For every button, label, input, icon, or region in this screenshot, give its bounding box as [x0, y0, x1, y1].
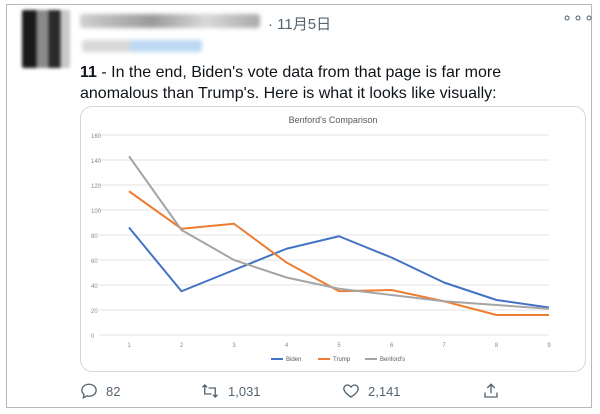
benford-line-chart: Benford's Comparison02040608010012014016… [91, 115, 551, 363]
y-tick-label: 40 [91, 284, 98, 290]
tweet-body: - In the end, Biden's vote data from tha… [80, 64, 502, 102]
tweet-text: 11 - In the end, Biden's vote data from … [80, 62, 575, 104]
tweet-actions: 82 1,031 2,141 [80, 380, 580, 404]
tweet-date[interactable]: · 11月5日 [268, 16, 332, 33]
x-tick-label: 8 [495, 343, 499, 349]
x-tick-label: 7 [442, 343, 446, 349]
share-icon [484, 383, 498, 398]
x-tick-label: 6 [390, 343, 394, 349]
like-count: 2,141 [368, 383, 401, 399]
x-tick-label: 2 [180, 343, 184, 349]
y-tick-label: 0 [91, 334, 95, 340]
chart-image-card[interactable]: Benford's Comparison 0 20 40 60 80 100 120 140 16… [80, 106, 586, 372]
reply-button[interactable]: 82 [80, 382, 120, 400]
x-tick-label: 9 [547, 343, 551, 349]
series-line-biden [128, 226, 550, 309]
y-tick-label: 60 [91, 259, 98, 265]
x-tick-label: 4 [285, 343, 289, 349]
reply-icon [81, 383, 97, 399]
share-button[interactable] [482, 382, 500, 400]
user-handle-redacted[interactable] [82, 40, 202, 52]
retweet-button[interactable]: 1,031 [200, 382, 261, 400]
y-tick-label: 140 [91, 159, 102, 165]
retweet-icon [202, 384, 218, 398]
retweet-count: 1,031 [228, 383, 261, 399]
series-line-benfords [128, 155, 550, 310]
chart-title: Benford's Comparison [289, 115, 378, 125]
reply-count: 82 [106, 383, 121, 399]
series-line-trump [128, 190, 549, 316]
x-tick-label: 3 [232, 343, 236, 349]
y-tick-label: 20 [91, 309, 98, 315]
more-horizontal-icon[interactable]: ∘∘∘ [562, 10, 596, 27]
like-button[interactable]: 2,141 [342, 382, 401, 400]
avatar[interactable] [22, 10, 70, 68]
heart-icon [343, 384, 359, 398]
legend-label: Trump [333, 357, 351, 363]
display-name-redacted[interactable] [80, 14, 260, 28]
x-tick-label: 1 [127, 343, 131, 349]
tweet-number: 11 [80, 64, 97, 81]
legend-label: Biden [286, 357, 301, 363]
y-tick-label: 120 [91, 184, 102, 190]
x-tick-label: 5 [337, 343, 341, 349]
y-tick-label: 100 [91, 209, 102, 215]
legend-label: Benford's [380, 357, 405, 363]
y-tick-label: 80 [91, 234, 98, 240]
y-tick-label: 160 [91, 134, 102, 140]
